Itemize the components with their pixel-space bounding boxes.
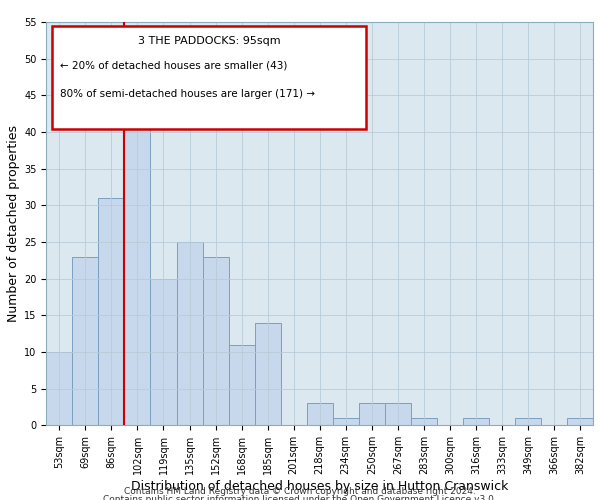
Y-axis label: Number of detached properties: Number of detached properties <box>7 125 20 322</box>
Bar <box>359 404 385 425</box>
Bar <box>411 418 437 426</box>
Bar <box>463 418 489 426</box>
Bar <box>98 198 124 426</box>
FancyBboxPatch shape <box>52 26 366 129</box>
Bar <box>254 322 281 426</box>
Bar <box>46 352 73 426</box>
Bar <box>307 404 333 425</box>
Text: ← 20% of detached houses are smaller (43): ← 20% of detached houses are smaller (43… <box>60 60 287 70</box>
Text: Contains HM Land Registry data © Crown copyright and database right 2024.: Contains HM Land Registry data © Crown c… <box>124 487 476 496</box>
Bar <box>229 344 254 426</box>
Bar <box>385 404 411 425</box>
Bar <box>73 256 98 426</box>
Bar <box>124 102 151 426</box>
Text: 80% of semi-detached houses are larger (171) →: 80% of semi-detached houses are larger (… <box>60 88 315 99</box>
Bar <box>333 418 359 426</box>
Bar <box>176 242 203 426</box>
Bar <box>203 256 229 426</box>
Bar <box>567 418 593 426</box>
Text: Contains public sector information licensed under the Open Government Licence v3: Contains public sector information licen… <box>103 495 497 500</box>
Bar <box>515 418 541 426</box>
Bar <box>151 278 176 426</box>
X-axis label: Distribution of detached houses by size in Hutton Cranswick: Distribution of detached houses by size … <box>131 480 508 493</box>
Text: 3 THE PADDOCKS: 95sqm: 3 THE PADDOCKS: 95sqm <box>137 36 280 46</box>
